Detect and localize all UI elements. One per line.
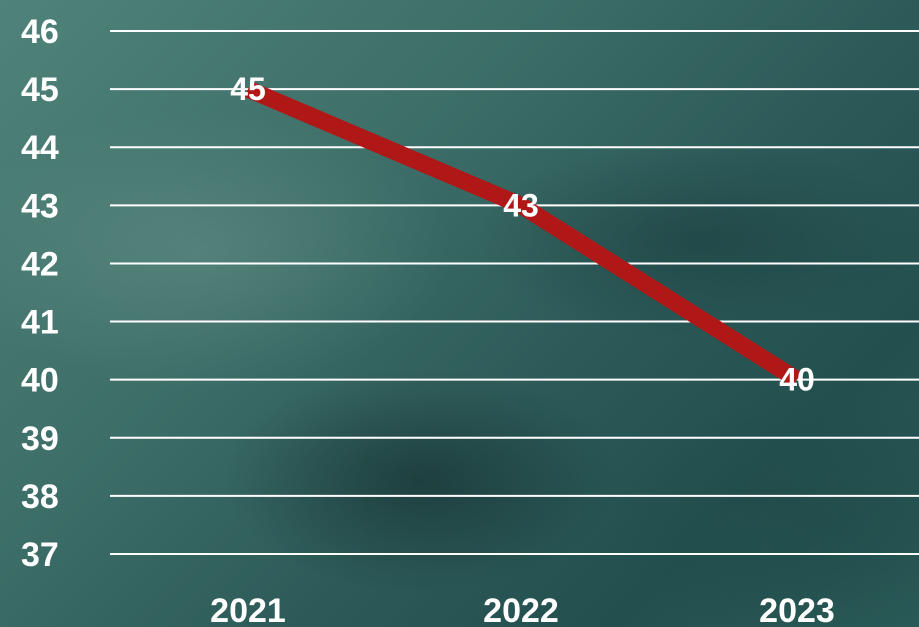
x-tick-label: 2022 — [483, 592, 559, 627]
y-tick-label: 44 — [21, 129, 59, 167]
data-label: 43 — [503, 187, 539, 223]
y-tick-label: 37 — [21, 536, 59, 574]
y-tick-label: 46 — [21, 13, 59, 51]
x-tick-label: 2021 — [210, 592, 286, 627]
series-line — [244, 81, 802, 387]
y-tick-label: 45 — [21, 71, 59, 109]
y-tick-label: 39 — [21, 420, 59, 458]
y-tick-label: 38 — [21, 478, 59, 516]
data-label: 45 — [230, 71, 266, 107]
data-label: 40 — [779, 362, 815, 398]
y-tick-label: 43 — [21, 187, 59, 225]
y-tick-label: 40 — [21, 362, 59, 400]
y-tick-label: 42 — [21, 245, 59, 283]
y-tick-label: 41 — [21, 304, 59, 342]
x-tick-label: 2023 — [759, 592, 835, 627]
